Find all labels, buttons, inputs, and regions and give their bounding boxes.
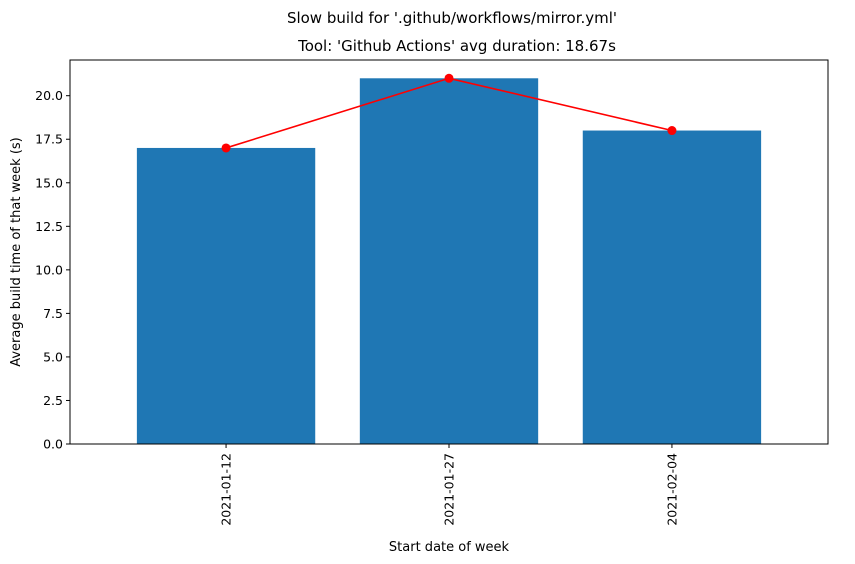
line-point (221, 143, 231, 153)
line-point (444, 73, 454, 83)
bar (582, 130, 762, 444)
x-axis: 2021-01-12 2021-01-27 2021-02-04 (219, 444, 679, 526)
x-tick-label: 2021-01-12 (219, 453, 234, 526)
trend-line-layer (221, 73, 677, 153)
plot-frame (69, 59, 829, 445)
bar (136, 147, 316, 445)
y-tick-label: 17.5 (35, 132, 63, 147)
x-tick-label: 2021-01-27 (442, 453, 457, 526)
y-tick-label: 0.0 (43, 437, 63, 452)
chart-title: Tool: 'Github Actions' avg duration: 18.… (297, 37, 616, 55)
y-tick-label: 20.0 (35, 88, 63, 103)
y-tick-label: 12.5 (35, 219, 63, 234)
x-tick-label: 2021-02-04 (664, 453, 679, 526)
x-axis-label: Start date of week (389, 540, 510, 555)
y-tick-label: 15.0 (35, 175, 63, 190)
y-axis-label: Average build time of that week (s) (9, 137, 24, 367)
y-tick-label: 2.5 (43, 393, 63, 408)
figure-suptitle: Slow build for '.github/workflows/mirror… (287, 9, 617, 27)
y-tick-label: 7.5 (43, 306, 63, 321)
bar (359, 78, 539, 445)
y-axis: 0.0 2.5 5.0 7.5 10.0 12.5 15.0 17.5 20.0 (35, 88, 70, 452)
y-tick-label: 5.0 (43, 349, 63, 364)
line-point (667, 126, 677, 136)
y-tick-label: 10.0 (35, 262, 63, 277)
bars (136, 78, 762, 445)
